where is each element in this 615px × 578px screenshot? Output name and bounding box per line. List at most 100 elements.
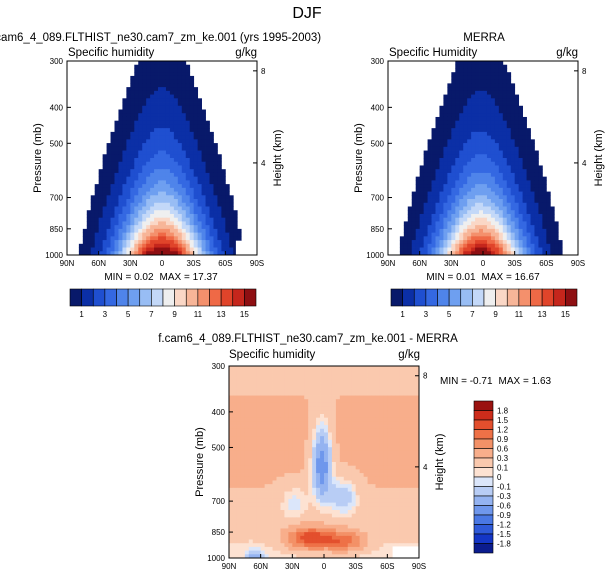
panel-diff-field-cell [411, 502, 416, 507]
panel-diff-field-cell [268, 476, 273, 481]
panel-diff-field-cell [324, 388, 329, 393]
panel-diff-field-cell [236, 439, 242, 444]
panel-diff-field-cell [371, 502, 376, 507]
panel-diff-field-cell [272, 476, 277, 481]
panel-diff-field-cell [327, 410, 333, 415]
panel-diff-field-cell [367, 487, 372, 492]
panel-diff-field-cell [324, 502, 329, 507]
panel-diff-field-cell [316, 462, 321, 467]
panel-diff-field-cell [264, 510, 269, 515]
panel-diff-field-cell [415, 432, 420, 437]
panel-obs-field-cell [530, 199, 535, 204]
panel-model-field-cell [150, 64, 155, 69]
panel-diff-field-cell [351, 502, 357, 507]
panel-obs-field-cell [467, 221, 472, 226]
panel-obs-field-cell [483, 240, 488, 245]
panel-diff-field-cell [260, 366, 266, 371]
panel-model-field-cell [154, 128, 159, 133]
panel-diff-field-cell [324, 469, 329, 474]
panel-diff-field-cell [292, 454, 297, 459]
panel-diff-field-cell [304, 399, 309, 404]
panel-model-field-cell [134, 176, 139, 181]
panel-diff-field-cell [324, 473, 329, 478]
panel-obs-field-cell [455, 154, 460, 159]
panel-diff-field-cell [367, 417, 372, 422]
panel-obs-field-cell [471, 120, 476, 125]
panel-diff-field-cell [391, 432, 396, 437]
panel-obs-field-cell [542, 232, 547, 237]
panel-model-field-cell [185, 139, 191, 144]
panel-diff-field-cell [288, 377, 293, 382]
panel-obs-field-cell [510, 236, 516, 241]
panel-diff-field-cell [411, 487, 416, 492]
panel-diff-field-cell [343, 417, 349, 422]
panel-diff-field-cell [292, 421, 297, 426]
panel-diff-field-cell [355, 498, 361, 504]
panel-diff-field-cell [367, 450, 372, 456]
panel-obs-field-cell [483, 187, 488, 192]
panel-diff-field-cell [252, 384, 258, 389]
panel-model-field-cell [134, 243, 139, 248]
panel-diff-field-cell [331, 384, 337, 389]
panel-model-field-cell [142, 247, 147, 252]
panel-model-field-cell [169, 109, 175, 114]
panel-model-field-cell [150, 83, 155, 88]
panel-obs-field-cell [467, 251, 472, 256]
panel-obs-field-cell [538, 236, 543, 241]
panel-model-field-cell [173, 109, 179, 114]
panel-model-field-cell [114, 150, 119, 155]
panel-diff-field-cell [367, 366, 372, 371]
panel-obs-field-cell [467, 169, 472, 174]
panel-obs-field-cell [506, 131, 512, 137]
panel-diff-field-cell [308, 447, 313, 452]
panel-model-field-cell [146, 213, 151, 219]
panel-diff-field-cell [276, 414, 281, 419]
panel-obs-field-cell [514, 191, 520, 196]
panel-obs-field-cell [463, 116, 468, 122]
panel-model-colorbar-swatch [116, 288, 129, 307]
panel-obs-field-cell [506, 98, 512, 103]
panel-obs-field-cell [534, 243, 539, 248]
panel-obs-field-cell [443, 94, 448, 99]
panel-obs-field-cell [486, 128, 492, 133]
panel-diff-field-cell [320, 484, 325, 489]
panel-obs-field-cell [502, 105, 508, 110]
panel-obs-field-cell [506, 213, 512, 219]
panel-diff-field-cell [312, 469, 317, 474]
panel-model-field-cell [162, 75, 167, 81]
panel-obs-field-cell [510, 105, 516, 110]
panel-model-field-cell [225, 228, 230, 234]
panel-diff-field-cell [395, 498, 400, 504]
panel-model-field-cell [181, 135, 187, 140]
panel-diff-field-cell [375, 388, 380, 393]
panel-model-field-cell [150, 243, 155, 248]
panel-model-field-cell [154, 135, 159, 140]
panel-model-field-cell [201, 150, 206, 155]
panel-diff-field-cell [399, 395, 404, 400]
panel-diff-field-cell [351, 366, 357, 371]
panel-obs-field-cell [522, 139, 527, 144]
panel-obs-field-cell [451, 221, 456, 226]
panel-diff-field-cell [248, 384, 254, 389]
panel-diff-field-cell [229, 469, 234, 474]
panel-diff-field-cell [236, 447, 242, 452]
panel-model-field-cell [94, 243, 100, 248]
panel-obs-field-cell [427, 139, 432, 144]
panel-diff-field-cell [351, 447, 357, 452]
panel-obs-field-cell [411, 206, 417, 211]
panel-obs-field-cell [502, 243, 508, 248]
panel-obs-field-cell [510, 98, 516, 103]
panel-model-field-cell [130, 199, 135, 204]
panel-diff-field-cell [359, 506, 364, 511]
panel-diff-field-cell [395, 447, 400, 452]
panel-model-field-cell [185, 221, 191, 226]
panel-obs-field-cell [510, 154, 516, 159]
panel-diff-field-cell [296, 406, 301, 411]
panel-obs-field-cell [475, 187, 480, 192]
panel-obs-field-cell [498, 187, 504, 192]
panel-obs-field-cell [419, 236, 425, 241]
panel-diff-field-cell [304, 469, 309, 474]
panel-diff-field-cell [347, 491, 353, 496]
panel-diff-field-cell [244, 473, 250, 478]
panel-model-field-cell [185, 64, 191, 69]
